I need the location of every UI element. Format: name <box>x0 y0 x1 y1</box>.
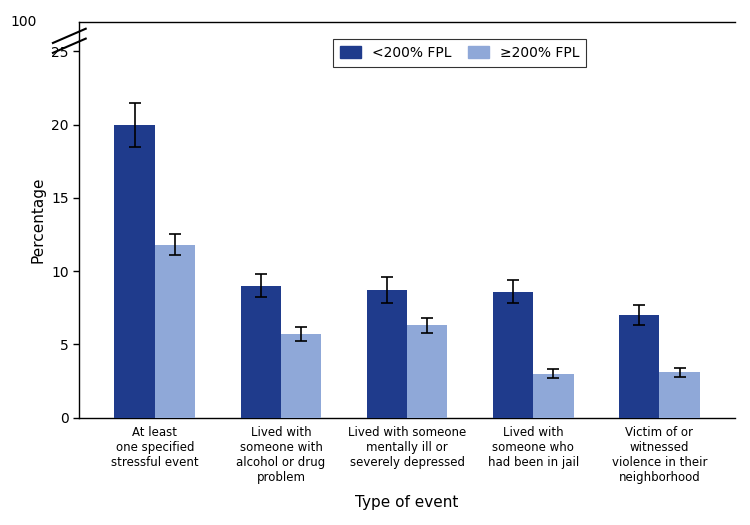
X-axis label: Type of event: Type of event <box>356 495 459 510</box>
Bar <box>407 326 448 417</box>
Bar <box>154 245 195 417</box>
Bar <box>367 290 407 417</box>
Legend: <200% FPL, ≥200% FPL: <200% FPL, ≥200% FPL <box>333 39 586 67</box>
Bar <box>241 286 281 417</box>
Bar <box>533 374 574 417</box>
Bar <box>619 315 659 417</box>
Bar <box>115 124 154 417</box>
Bar <box>659 372 700 417</box>
Bar <box>281 334 321 417</box>
Text: 100: 100 <box>10 15 37 29</box>
Y-axis label: Percentage: Percentage <box>31 176 46 263</box>
Bar <box>493 291 533 417</box>
